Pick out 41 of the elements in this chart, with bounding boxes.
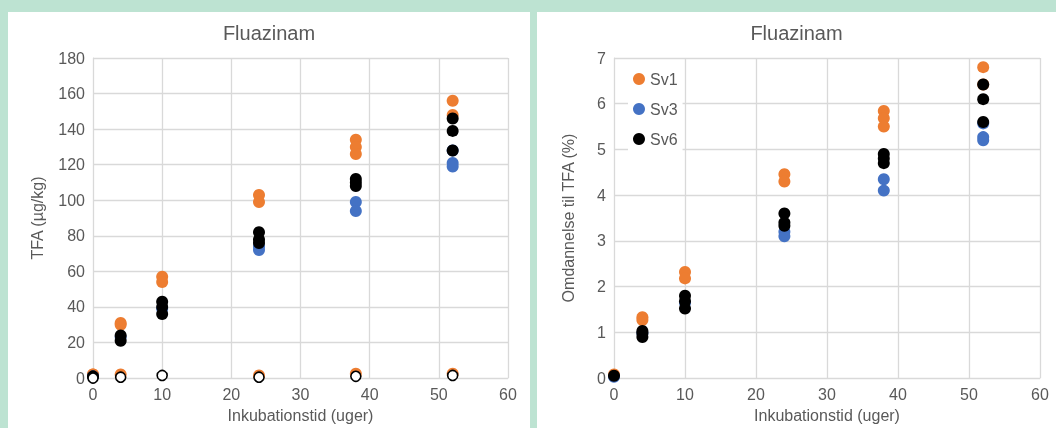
y-tick-label: 40 (67, 298, 86, 316)
x-tick-label: 20 (747, 385, 765, 403)
y-tick-label: 4 (597, 186, 607, 204)
y-tick-label: 6 (597, 95, 607, 113)
y-axis-title: Omdannelse til TFA (%) (559, 133, 577, 303)
y-tick-label: 2 (597, 278, 607, 296)
y-tick-label: 20 (67, 334, 86, 352)
x-tick-label: 40 (360, 385, 379, 403)
x-tick-label: 50 (960, 385, 978, 403)
x-tick-label: 0 (609, 385, 619, 403)
legend-label: Sv6 (650, 130, 678, 148)
x-tick-label: 40 (889, 385, 907, 403)
x-tick-label: 20 (222, 385, 241, 403)
x-tick-label: 30 (291, 385, 310, 403)
y-tick-label: 3 (597, 232, 607, 250)
y-tick-label: 1 (597, 323, 607, 341)
x-tick-label: 30 (818, 385, 836, 403)
x-axis-title: Inkubationstid (uger) (754, 406, 900, 424)
x-tick-label: 60 (499, 385, 517, 403)
chart-title: Fluazinam (750, 22, 843, 44)
x-axis-title: Inkubationstid (uger) (227, 406, 374, 424)
x-tick-label: 10 (153, 385, 172, 403)
y-tick-label: 80 (67, 227, 86, 245)
y-tick-label: 180 (58, 49, 86, 67)
legend-label: Sv3 (650, 100, 678, 118)
x-tick-label: 10 (676, 385, 694, 403)
y-axis-title: TFA (µg/kg) (28, 176, 46, 260)
y-tick-label: 5 (597, 140, 607, 158)
y-tick-label: 60 (67, 262, 86, 280)
chart-title: Fluazinam (222, 22, 316, 44)
x-tick-label: 60 (1031, 385, 1049, 403)
y-tick-label: 140 (58, 120, 86, 138)
y-tick-label: 100 (58, 191, 86, 209)
legend-label: Sv1 (650, 70, 678, 88)
y-tick-label: 7 (597, 49, 607, 67)
x-tick-label: 0 (88, 385, 98, 403)
y-tick-label: 0 (597, 369, 607, 387)
y-tick-label: 120 (58, 156, 86, 174)
y-tick-label: 160 (58, 85, 86, 103)
y-tick-label: 0 (76, 369, 86, 387)
x-tick-label: 50 (429, 385, 448, 403)
